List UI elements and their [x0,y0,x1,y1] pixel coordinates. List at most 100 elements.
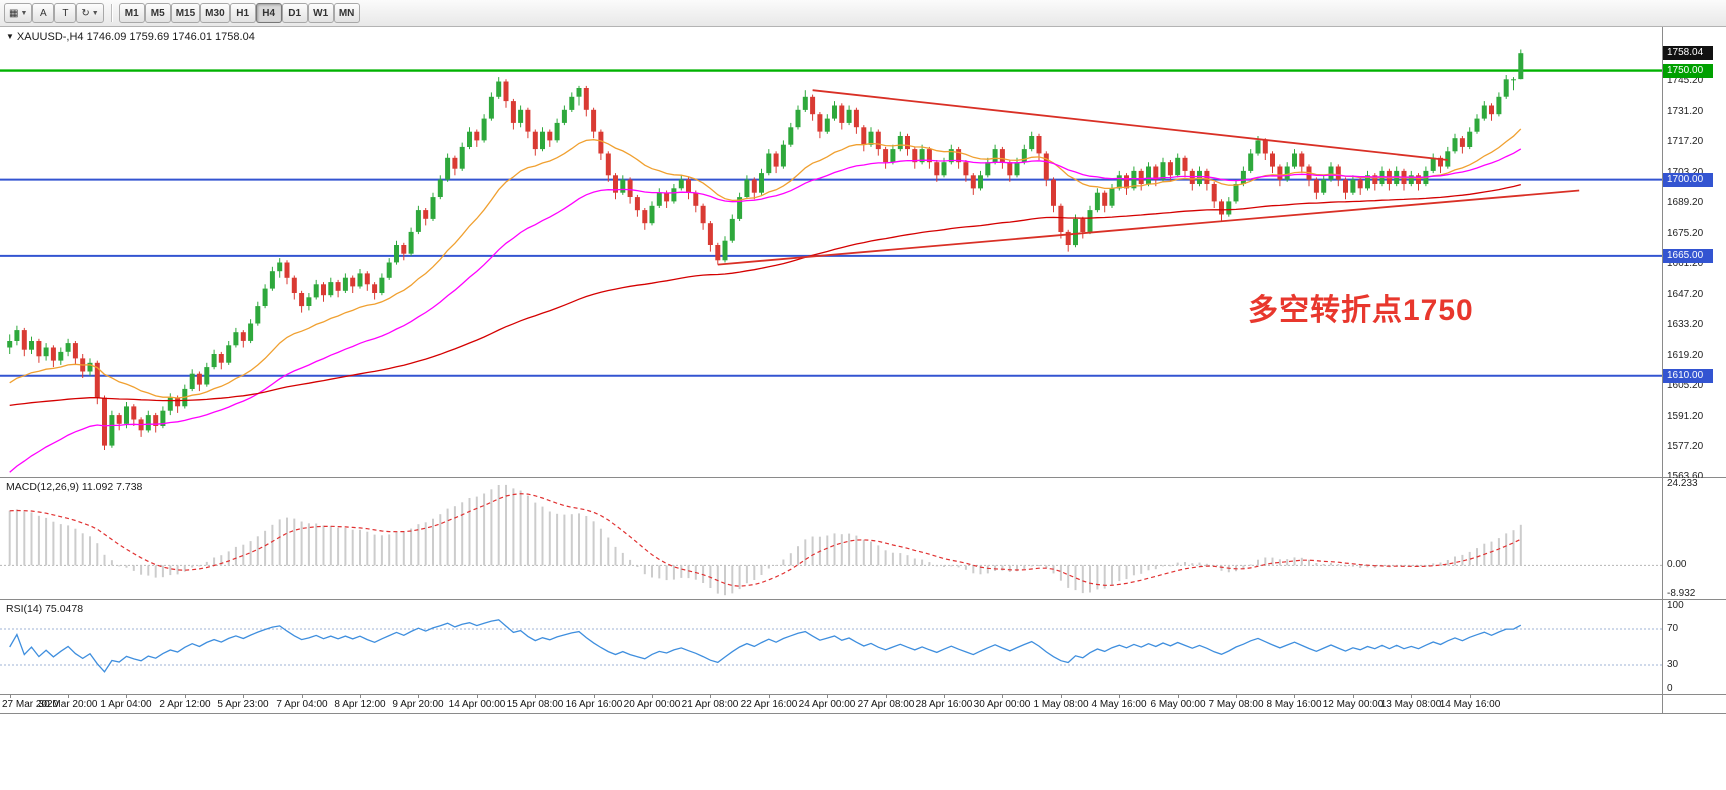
time-tick [1119,695,1120,698]
font-tool-icon[interactable]: A [32,3,55,24]
time-tick [594,695,595,698]
time-axis-label: 16 Apr 16:00 [565,699,623,710]
macd-pane[interactable]: MACD(12,26,9) 11.092 7.738 24.233 0.00 -8.… [0,478,1726,600]
rsi-axis-label: 0 [1667,683,1673,694]
time-axis-label: 12 May 00:00 [1322,699,1384,710]
time-tick [185,695,186,698]
macd-axis-label: 0.00 [1667,559,1687,570]
time-axis-label: 14 May 16:00 [1439,699,1501,710]
time-tick [827,695,828,698]
price-tag-1610.00: 1610.00 [1663,369,1713,383]
time-axis-label: 27 Mar 2020 [2,699,59,710]
time-axis[interactable]: 27 Mar 2020 30 Mar 20:00 1 Apr 04:00 2 Apr … [0,695,1726,714]
period-button-MN[interactable]: MN [333,3,360,24]
time-tick [68,695,69,698]
price-axis-label: 1633.20 [1667,319,1704,330]
time-axis-label: 30 Apr 00:00 [973,699,1031,710]
price-axis-label: 1745.20 [1667,75,1704,86]
time-tick [769,695,770,698]
annotation-text: 多空转折点1750 [1248,294,1474,327]
macd-axis-label: 24.233 [1667,478,1698,489]
period-button-M15[interactable]: M15 [170,3,201,24]
price-axis-label: 1647.20 [1667,289,1704,300]
text-tool-icon[interactable]: T [54,3,77,24]
price-axis-label: 1661.20 [1667,258,1704,269]
time-tick [477,695,478,698]
symbol-ohlc-line: ▼ XAUUSD-,H4 1746.09 1759.69 1746.01 1758… [6,31,255,43]
chevron-down-icon: ▼ [20,9,28,17]
time-tick [1002,695,1003,698]
rsi-label: RSI(14) 75.0478 [6,603,84,615]
time-tick [1353,695,1354,698]
price-axis-label: 1619.20 [1667,350,1704,361]
time-axis-label: 6 May 00:00 [1150,699,1206,710]
time-axis-label: 9 Apr 20:00 [392,699,444,710]
time-tick [710,695,711,698]
period-button-H1[interactable]: H1 [229,3,256,24]
bottom-filler [0,714,1726,790]
chart-grid-icon[interactable]: ▦ ▼ [4,3,33,24]
period-button-D1[interactable]: D1 [281,3,308,24]
toolbar-icon-group: ▦ ▼ A T ↻ ▼ [4,3,104,24]
main-chart-canvas[interactable] [0,27,1662,477]
price-axis-label: 1675.20 [1667,228,1704,239]
time-tick [886,695,887,698]
time-tick [126,695,127,698]
rsi-axis[interactable]: 100 70 30 0 [1662,600,1726,694]
period-button-W1[interactable]: W1 [307,3,334,24]
time-axis-label: 24 Apr 00:00 [798,699,856,710]
price-tag-1758.04: 1758.04 [1663,46,1713,60]
time-tick [302,695,303,698]
time-axis-label: 28 Apr 16:00 [915,699,973,710]
main-chart-pane[interactable]: ▼ XAUUSD-,H4 1746.09 1759.69 1746.01 1758… [0,27,1726,482]
period-button-M30[interactable]: M30 [200,3,230,24]
price-axis-label: 1689.20 [1667,197,1704,208]
time-axis-label: 1 Apr 04:00 [100,699,152,710]
price-tag-1750.00: 1750.00 [1663,64,1713,78]
time-axis-label: 8 Apr 12:00 [334,699,386,710]
price-axis[interactable]: 1745.20 1731.20 1717.20 1703.20 1689.20 1675.… [1662,27,1726,482]
time-axis-label: 8 May 16:00 [1266,699,1322,710]
rsi-axis-label: 30 [1667,659,1679,670]
time-axis-label: 20 Apr 00:00 [623,699,681,710]
time-tick [360,695,361,698]
toolbar-separator [110,4,112,22]
time-tick [418,695,419,698]
time-tick [652,695,653,698]
period-cycle-icon[interactable]: ↻ ▼ [76,3,104,24]
time-axis-label: 1 May 08:00 [1033,699,1089,710]
rsi-canvas[interactable] [0,600,1662,694]
macd-label: MACD(12,26,9) 11.092 7.738 [6,481,143,493]
time-axis-label: 7 Apr 04:00 [276,699,328,710]
price-axis-label: 1731.20 [1667,106,1704,117]
time-tick [1294,695,1295,698]
time-tick [1411,695,1412,698]
period-button-M5[interactable]: M5 [144,3,171,24]
rsi-axis-label: 100 [1667,600,1684,611]
time-axis-label: 22 Apr 16:00 [740,699,798,710]
time-tick [1470,695,1471,698]
time-axis-label: 30 Mar 20:00 [38,699,98,710]
time-tick [1178,695,1179,698]
time-tick [1236,695,1237,698]
time-axis-label: 27 Apr 08:00 [857,699,915,710]
price-tag-1700.00: 1700.00 [1663,173,1713,187]
time-axis-label: 14 Apr 00:00 [448,699,506,710]
time-axis-corner [1662,695,1726,713]
rsi-pane[interactable]: RSI(14) 75.0478 100 70 30 0 [0,600,1726,695]
time-tick [243,695,244,698]
price-axis-label: 1717.20 [1667,136,1704,147]
price-axis-label: 1563.60 [1667,471,1704,482]
toolbar: ▦ ▼ A T ↻ ▼ M1 M5 M15 M30 H1 H4 D1 W1 MN [0,0,1726,27]
macd-axis[interactable]: 24.233 0.00 -8.932 [1662,478,1726,599]
macd-axis-label: -8.932 [1667,588,1696,599]
period-button-H4[interactable]: H4 [255,3,282,24]
time-tick [10,695,11,698]
time-axis-label: 7 May 08:00 [1208,699,1264,710]
time-axis-label: 13 May 08:00 [1380,699,1442,710]
period-button-M1[interactable]: M1 [118,3,145,24]
timeframe-button-group: M1 M5 M15 M30 H1 H4 D1 W1 MN [118,3,360,24]
time-tick [1061,695,1062,698]
macd-canvas[interactable] [0,478,1662,599]
